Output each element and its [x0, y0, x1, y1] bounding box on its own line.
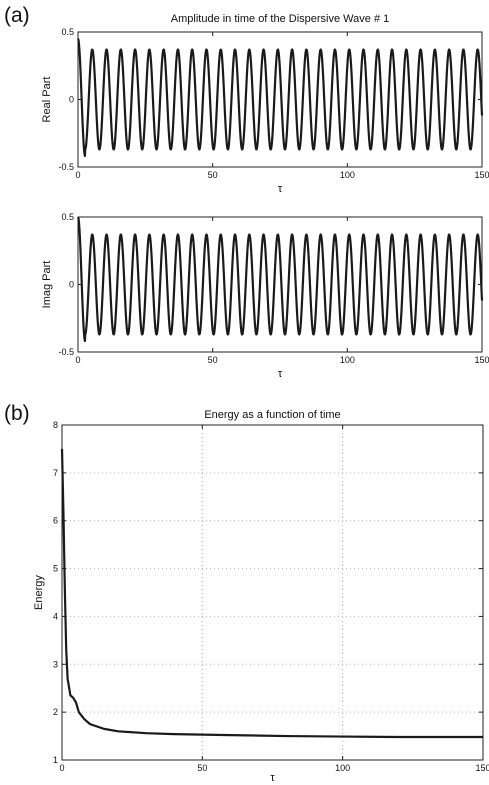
x-axis-label: τ — [278, 368, 283, 380]
y-tick-label: 8 — [53, 420, 58, 430]
y-tick-label: 0.5 — [61, 212, 74, 222]
y-tick-label: 4 — [53, 611, 58, 621]
x-tick-label: 150 — [475, 763, 489, 773]
x-tick-label: 100 — [340, 170, 355, 180]
x-tick-label: 50 — [197, 763, 207, 773]
y-tick-label: 6 — [53, 516, 58, 526]
series-line-0-0 — [77, 38, 484, 158]
plot-frame — [61, 424, 484, 761]
panel-label-a: (a) — [4, 4, 30, 27]
series-line-1-0 — [77, 216, 484, 343]
y-tick-label: -0.5 — [58, 162, 74, 172]
y-tick-label: 0 — [69, 280, 74, 290]
x-axis-label: τ — [270, 772, 275, 784]
y-tick-label: 2 — [53, 707, 58, 717]
y-tick-label: 3 — [53, 659, 58, 669]
y-axis-label: Imag Part — [41, 261, 53, 309]
x-tick-label: 0 — [75, 355, 80, 365]
x-tick-label: 0 — [59, 763, 64, 773]
x-tick-label: 100 — [340, 355, 355, 365]
x-tick-label: 50 — [208, 355, 218, 365]
chart-title: Energy as a function of time — [204, 409, 340, 421]
y-tick-label: 1 — [53, 755, 58, 765]
panel-label-b: (b) — [4, 402, 30, 425]
y-axis-label: Real Part — [41, 77, 53, 123]
x-tick-label: 150 — [474, 170, 489, 180]
y-tick-label: 0 — [69, 95, 74, 105]
y-tick-label: 7 — [53, 468, 58, 478]
x-axis-label: τ — [278, 183, 283, 195]
x-tick-label: 50 — [208, 170, 218, 180]
chart-title: Amplitude in time of the Dispersive Wave… — [171, 13, 389, 25]
y-tick-label: 0.5 — [61, 27, 74, 37]
x-tick-label: 100 — [335, 763, 350, 773]
series-line-2-0 — [60, 448, 483, 739]
x-tick-label: 0 — [75, 170, 80, 180]
y-axis-label: Energy — [33, 575, 45, 610]
y-tick-label: -0.5 — [58, 347, 74, 357]
x-tick-label: 150 — [474, 355, 489, 365]
y-tick-label: 5 — [53, 564, 58, 574]
